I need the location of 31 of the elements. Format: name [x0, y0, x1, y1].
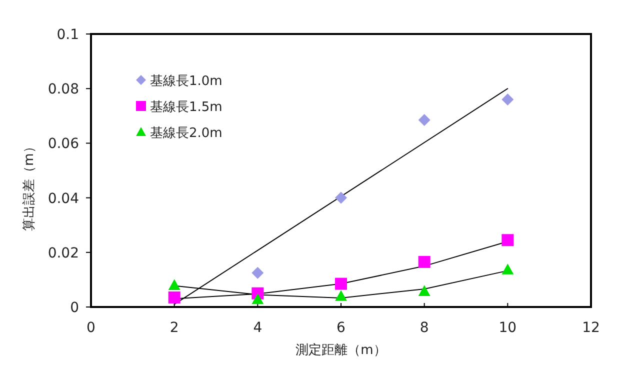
point: [252, 266, 264, 279]
x-tick-label: 10: [498, 320, 517, 336]
point: [502, 264, 514, 274]
point: [502, 234, 514, 246]
point: [252, 293, 264, 304]
point: [335, 290, 347, 301]
point: [168, 291, 180, 304]
x-tick-label: 6: [336, 320, 346, 336]
y-tick-label: 0.1: [56, 27, 79, 43]
x-axis-title: 測定距離（m）: [296, 343, 386, 358]
point: [502, 94, 514, 106]
legend-label: 基線長1.0m: [150, 74, 222, 89]
legend-label: 基線長2.0m: [150, 126, 222, 141]
point: [168, 279, 180, 290]
x-tick-label: 12: [582, 320, 600, 336]
y-axis-title: 算出誤差（m）: [22, 140, 37, 231]
point: [418, 256, 430, 268]
point: [418, 114, 430, 126]
y-tick-label: 0.02: [48, 245, 79, 262]
point: [335, 192, 347, 204]
x-tick-label: 4: [253, 320, 262, 336]
x-tick-label: 8: [420, 320, 429, 336]
x-tick-label: 2: [170, 320, 179, 336]
point: [418, 285, 430, 296]
legend-label: 基線長1.5m: [150, 100, 222, 115]
y-tick-label: 0.06: [48, 136, 80, 152]
y-tick-label: 0: [70, 300, 79, 316]
y-tick-label: 0.08: [48, 82, 79, 98]
point: [335, 278, 347, 290]
y-tick-label: 0.04: [48, 190, 80, 207]
x-tick-label: 0: [86, 320, 96, 336]
